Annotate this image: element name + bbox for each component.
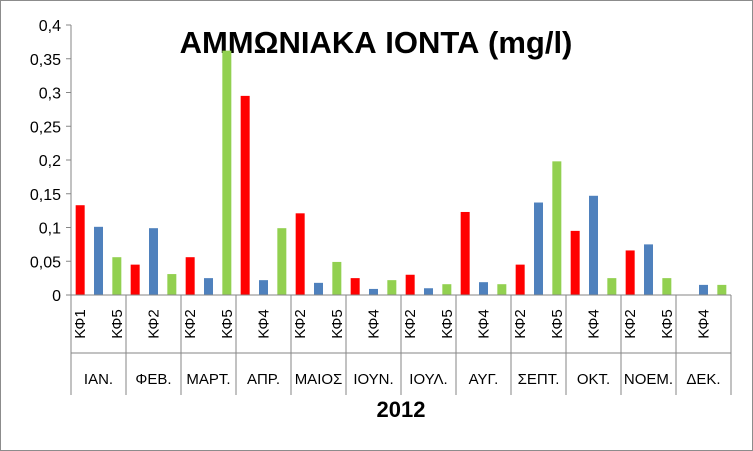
- bar: [515, 264, 525, 296]
- bar: [350, 278, 360, 296]
- bar: [94, 226, 103, 295]
- bar: [405, 274, 415, 295]
- x-subcategory-label: ΚΦ2: [402, 309, 419, 339]
- y-axis: 0 0,05 0,1 0,15 0,2 0,25 0,3 0,35 0,4: [30, 18, 72, 305]
- bar: [75, 205, 85, 295]
- x-subcategory-label: ΚΦ5: [659, 309, 676, 339]
- chart-title: ΑΜΜΩΝΙΑΚΑ ΙΟΝΤΑ (mg/l): [180, 25, 573, 60]
- y-tick-label: 0,15: [30, 187, 61, 204]
- bar: [167, 274, 177, 295]
- bar: [460, 211, 470, 295]
- x-month-label: ΜΑΙΟΣ: [295, 371, 343, 388]
- bar: [497, 284, 507, 295]
- x-month-label: ΔΕΚ.: [686, 371, 720, 388]
- x-subcategory-label: ΚΦ5: [109, 309, 126, 339]
- x-month-label: ΙΟΥΝ.: [353, 371, 393, 388]
- y-tick-label: 0,05: [30, 254, 61, 271]
- x-month-label: ΑΥΓ.: [469, 371, 499, 388]
- y-tick-label: 0,2: [39, 153, 61, 170]
- bar: [369, 288, 378, 295]
- x-subcategory-label: ΚΦ4: [366, 309, 383, 339]
- bar: [112, 257, 122, 295]
- bar: [387, 280, 397, 295]
- bars-group: [75, 50, 727, 296]
- bar: [479, 282, 488, 295]
- bar: [717, 284, 727, 296]
- bar: [424, 288, 433, 295]
- x-subcategory-label: ΚΦ5: [549, 309, 566, 339]
- bar: [204, 278, 213, 296]
- x-subcategory-label: ΚΦ2: [512, 309, 529, 339]
- bar: [442, 284, 452, 295]
- x-axis-title: 2012: [377, 397, 426, 422]
- bar: [222, 50, 232, 296]
- bar: [295, 213, 305, 295]
- bar: [149, 228, 158, 295]
- x-month-label: ΣΕΠΤ.: [518, 371, 560, 388]
- x-subcategory-label: ΚΦ4: [696, 309, 713, 339]
- bar: [699, 284, 708, 296]
- x-axis: ΚΦ1 ΚΦ5 ΙΑΝ. ΚΦ2 ΦΕΒ. ΚΦ2 ΚΦ5 ΜΑΡΤ. ΚΦ4 ΑΠΡ. ΚΦ2 ΚΦ…: [70, 294, 732, 395]
- bar: [570, 230, 580, 296]
- x-subcategory-label: ΚΦ2: [182, 309, 199, 339]
- x-subcategory-label: ΚΦ5: [439, 309, 456, 339]
- bar: [607, 278, 617, 296]
- bar: [534, 202, 543, 295]
- x-month-label: ΟΚΤ.: [577, 371, 610, 388]
- x-subcategory-label: ΚΦ2: [622, 309, 639, 339]
- bar: [185, 257, 195, 295]
- bar: [314, 282, 323, 295]
- x-month-label: ΝΟΕΜ.: [624, 371, 673, 388]
- bar: [332, 261, 342, 295]
- x-subcategory-label: ΚΦ5: [219, 309, 236, 339]
- bar: [277, 228, 287, 295]
- x-subcategory-label: ΚΦ2: [146, 309, 163, 339]
- bar: [625, 250, 635, 295]
- y-tick-label: 0,1: [39, 221, 61, 238]
- bar: [662, 278, 672, 296]
- bar: [240, 95, 250, 295]
- bar: [644, 244, 653, 296]
- x-subcategory-label: ΚΦ4: [476, 309, 493, 339]
- y-tick-label: 0,35: [30, 52, 61, 69]
- x-month-label: ΑΠΡ.: [247, 371, 280, 388]
- bar: [259, 280, 268, 295]
- x-subcategory-label: ΚΦ2: [292, 309, 309, 339]
- y-tick-label: 0,25: [30, 119, 61, 136]
- x-subcategory-label: ΚΦ4: [586, 309, 603, 339]
- y-tick-label: 0,3: [39, 86, 61, 103]
- x-month-label: ΦΕΒ.: [135, 371, 171, 388]
- x-subcategory-label: ΚΦ1: [72, 309, 89, 339]
- x-month-label: ΙΟΥΛ.: [409, 371, 447, 388]
- bar: [589, 195, 598, 295]
- y-tick-label: 0,4: [39, 18, 61, 35]
- x-subcategory-label: ΚΦ5: [329, 309, 346, 339]
- x-month-label: ΜΑΡΤ.: [186, 371, 230, 388]
- bar: [130, 264, 140, 296]
- y-tick-label: 0: [52, 288, 61, 305]
- x-month-label: ΙΑΝ.: [84, 371, 113, 388]
- bar: [552, 161, 562, 295]
- x-subcategory-label: ΚΦ4: [256, 309, 273, 339]
